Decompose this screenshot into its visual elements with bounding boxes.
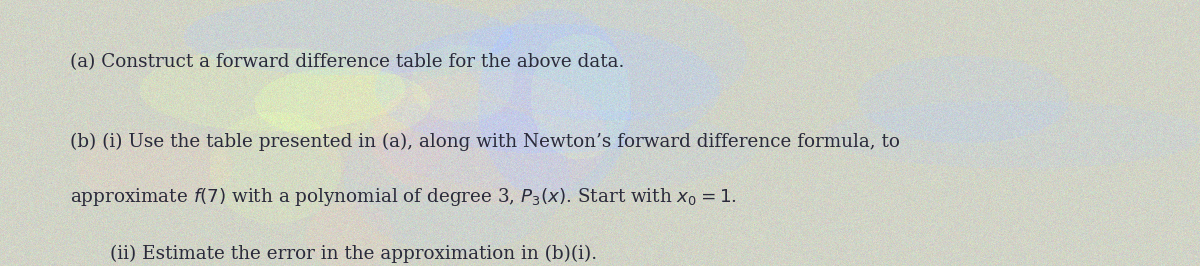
Text: (a) Construct a forward difference table for the above data.: (a) Construct a forward difference table… xyxy=(70,53,624,71)
Text: approximate $f(7)$ with a polynomial of degree 3, $P_3(x)$. Start with $x_0 = 1$: approximate $f(7)$ with a polynomial of … xyxy=(70,186,737,208)
Text: (b) (i) Use the table presented in (a), along with Newton’s forward difference f: (b) (i) Use the table presented in (a), … xyxy=(70,133,900,151)
Text: (ii) Estimate the error in the approximation in (b)(i).: (ii) Estimate the error in the approxima… xyxy=(110,245,598,263)
